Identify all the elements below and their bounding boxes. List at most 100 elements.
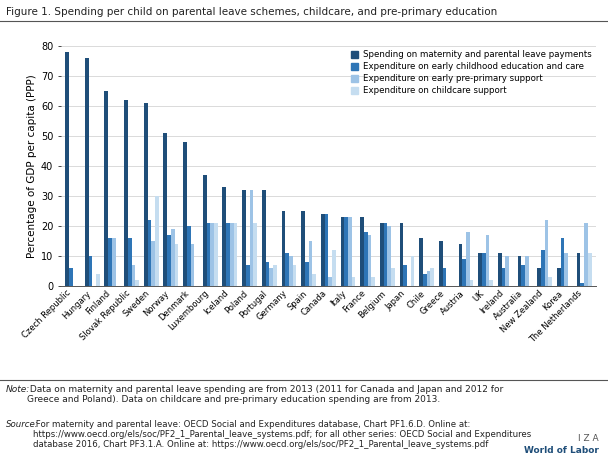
Bar xyxy=(403,265,407,286)
Bar xyxy=(588,253,592,286)
Bar xyxy=(174,244,178,286)
Bar xyxy=(348,217,351,286)
Bar xyxy=(69,268,72,286)
Bar xyxy=(269,268,273,286)
Bar xyxy=(384,223,387,286)
Bar xyxy=(230,223,233,286)
Bar xyxy=(289,256,292,286)
Text: I Z A: I Z A xyxy=(578,434,599,443)
Bar xyxy=(443,268,446,286)
Bar xyxy=(105,91,108,286)
Bar xyxy=(65,52,69,286)
Bar xyxy=(541,250,545,286)
Bar xyxy=(242,190,246,286)
Bar xyxy=(203,175,207,286)
Text: Source:: Source: xyxy=(6,420,39,429)
Bar xyxy=(305,262,309,286)
Bar xyxy=(368,235,371,286)
Bar xyxy=(458,244,462,286)
Bar xyxy=(564,253,568,286)
Bar xyxy=(557,268,561,286)
Bar xyxy=(545,220,548,286)
Text: For maternity and parental leave: OECD Social and Expenditures database, Chart P: For maternity and parental leave: OECD S… xyxy=(33,420,531,449)
Bar xyxy=(521,265,525,286)
Bar xyxy=(439,241,443,286)
Bar xyxy=(292,265,297,286)
Bar xyxy=(85,58,89,286)
Bar xyxy=(250,190,254,286)
Bar xyxy=(246,265,250,286)
Bar xyxy=(399,223,403,286)
Bar xyxy=(364,232,368,286)
Bar xyxy=(340,217,344,286)
Bar xyxy=(207,223,210,286)
Bar xyxy=(486,235,489,286)
Bar xyxy=(124,100,128,286)
Bar xyxy=(131,265,136,286)
Text: Note:: Note: xyxy=(6,385,30,394)
Bar xyxy=(387,226,391,286)
Bar xyxy=(210,223,214,286)
Bar xyxy=(380,223,384,286)
Bar xyxy=(96,274,100,286)
Bar xyxy=(482,253,486,286)
Bar xyxy=(411,256,415,286)
Bar xyxy=(148,220,151,286)
Bar xyxy=(285,253,289,286)
Bar xyxy=(580,283,584,286)
Bar xyxy=(301,211,305,286)
Bar xyxy=(419,238,423,286)
Bar xyxy=(548,277,552,286)
Bar xyxy=(462,259,466,286)
Bar xyxy=(136,280,139,286)
Bar xyxy=(167,235,171,286)
Bar xyxy=(262,190,266,286)
Bar xyxy=(313,274,316,286)
Bar xyxy=(328,277,332,286)
Bar xyxy=(254,223,257,286)
Legend: Spending on maternity and parental leave payments, Expenditure on early childhoo: Spending on maternity and parental leave… xyxy=(351,50,592,95)
Bar xyxy=(584,223,588,286)
Bar xyxy=(561,238,564,286)
Bar xyxy=(498,253,502,286)
Bar xyxy=(273,265,277,286)
Bar xyxy=(108,238,112,286)
Text: Data on maternity and parental leave spending are from 2013 (2011 for Canada and: Data on maternity and parental leave spe… xyxy=(27,385,503,404)
Bar xyxy=(112,238,116,286)
Bar xyxy=(89,256,92,286)
Bar xyxy=(351,277,356,286)
Bar xyxy=(537,268,541,286)
Bar xyxy=(214,223,218,286)
Text: World of Labor: World of Labor xyxy=(524,446,599,455)
Bar xyxy=(171,229,174,286)
Bar xyxy=(466,232,470,286)
Text: Figure 1. Spending per child on parental leave schemes, childcare, and pre-prima: Figure 1. Spending per child on parental… xyxy=(6,7,497,17)
Bar xyxy=(321,214,325,286)
Bar xyxy=(191,244,195,286)
Bar xyxy=(183,142,187,286)
Bar xyxy=(332,250,336,286)
Bar xyxy=(423,274,427,286)
Bar xyxy=(187,226,191,286)
Bar xyxy=(233,223,238,286)
Bar xyxy=(128,238,131,286)
Bar xyxy=(344,217,348,286)
Bar xyxy=(371,277,375,286)
Bar xyxy=(155,196,159,286)
Bar xyxy=(391,268,395,286)
Bar xyxy=(470,280,474,286)
Bar xyxy=(282,211,285,286)
Bar xyxy=(144,103,148,286)
Bar xyxy=(223,187,226,286)
Bar xyxy=(576,253,580,286)
Bar xyxy=(266,262,269,286)
Bar xyxy=(502,268,505,286)
Bar xyxy=(309,241,313,286)
Bar xyxy=(430,268,434,286)
Bar xyxy=(478,253,482,286)
Y-axis label: Percentage of GDP per capita (PPP): Percentage of GDP per capita (PPP) xyxy=(27,74,36,258)
Bar xyxy=(226,223,230,286)
Bar xyxy=(151,241,155,286)
Bar xyxy=(164,133,167,286)
Bar xyxy=(517,256,521,286)
